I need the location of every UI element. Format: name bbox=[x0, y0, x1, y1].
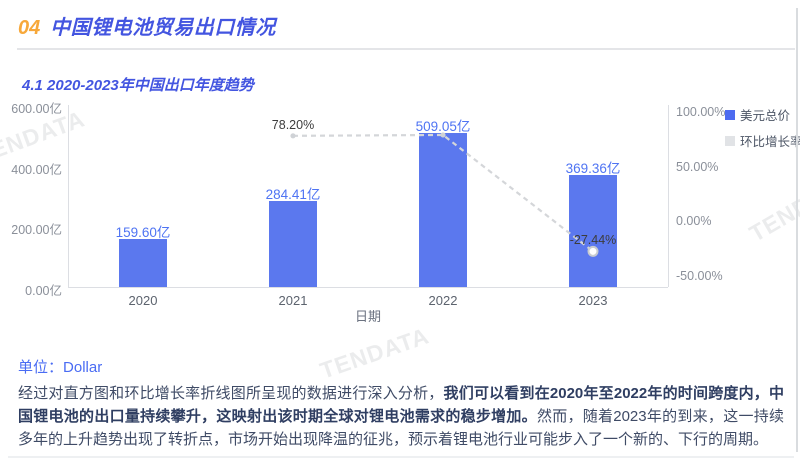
bar-value-label: 369.36亿 bbox=[565, 160, 621, 176]
analysis-text-normal: 然而，随着2023年的到来，这一持续多年的上升趋势出现了转折点，市场开始出现降温… bbox=[18, 408, 784, 448]
analysis-text-bold: 我们可以看到在2020年至2022年的时间跨度内，中国锂电池的出口量持续攀升，这… bbox=[18, 385, 784, 425]
y-axis-tick: 200.00亿 bbox=[11, 223, 62, 238]
page-title: 04 中国锂电池贸易出口情况 bbox=[18, 11, 276, 40]
legend-item-line-series[interactable]: 环比增长率 bbox=[725, 131, 800, 150]
unit-row: 单位：Dollar bbox=[18, 356, 102, 377]
line-value-label: 78.20% bbox=[271, 117, 315, 132]
analysis-paragraph: 经过对直方图和环比增长率折线图所呈现的数据进行深入分析，我们可以看到在2020年… bbox=[18, 382, 784, 451]
unit-label: 单位： bbox=[18, 359, 64, 376]
unit-value: Dollar bbox=[63, 359, 103, 376]
legend-item-bar-series[interactable]: 美元总价 bbox=[725, 105, 800, 124]
legend-label: 环比增长率 bbox=[740, 135, 800, 149]
line-value-label: -27.44% bbox=[569, 233, 617, 248]
bar-2022[interactable] bbox=[419, 132, 467, 287]
x-axis-label: 2023 bbox=[578, 293, 608, 308]
bar-2021[interactable] bbox=[269, 200, 317, 287]
y-axis-line bbox=[68, 105, 69, 287]
x-axis-label: 2021 bbox=[278, 293, 308, 308]
y2-axis-tick: 50.00% bbox=[676, 159, 719, 174]
chart-legend: 美元总价 环比增长率 bbox=[725, 105, 800, 157]
y-axis-tick: 400.00亿 bbox=[11, 162, 62, 177]
x-axis-label: 2022 bbox=[428, 293, 458, 308]
bar-value-label: 284.41亿 bbox=[265, 186, 321, 202]
line-point-2021[interactable] bbox=[290, 133, 296, 139]
legend-label: 美元总价 bbox=[740, 109, 791, 123]
x-axis-title: 日期 bbox=[354, 309, 381, 324]
line-point-2023[interactable] bbox=[587, 245, 599, 257]
line-point-2022[interactable] bbox=[440, 132, 446, 138]
x-axis-label: 2020 bbox=[128, 293, 158, 308]
page-right-edge-line bbox=[796, 8, 798, 452]
legend-swatch-icon bbox=[725, 109, 735, 120]
bar-2023[interactable] bbox=[569, 174, 617, 287]
x-axis-line bbox=[68, 287, 668, 288]
growth-rate-line-layer bbox=[290, 132, 599, 257]
section-title: 中国锂电池贸易出口情况 bbox=[50, 17, 276, 39]
y2-axis-tick: 100.00% bbox=[676, 105, 726, 119]
bar-2020[interactable] bbox=[119, 238, 167, 287]
y2-axis-tick: -50.00% bbox=[676, 269, 723, 283]
chart-subtitle: 4.1 2020-2023年中国出口年度趋势 bbox=[22, 77, 254, 94]
export-trend-chart: 600.00亿 400.00亿 200.00亿 0.00亿 100.00% 50.00% 0… bbox=[11, 102, 726, 308]
bar-value-label: 509.05亿 bbox=[415, 118, 471, 134]
y2-axis-tick: 0.00% bbox=[676, 214, 712, 229]
y2-axis-line bbox=[668, 105, 669, 287]
page-bottom-edge-line bbox=[8, 456, 794, 458]
section-number: 04 bbox=[18, 17, 41, 39]
y-axis-tick: 600.00亿 bbox=[11, 102, 62, 116]
analysis-text-normal: 经过对直方图和环比增长率折线图所呈现的数据进行深入分析， bbox=[18, 385, 444, 402]
legend-swatch-icon bbox=[725, 135, 735, 146]
y-axis-tick: 0.00亿 bbox=[25, 284, 62, 298]
header-divider bbox=[17, 48, 795, 50]
bar-value-label: 159.60亿 bbox=[115, 224, 171, 240]
